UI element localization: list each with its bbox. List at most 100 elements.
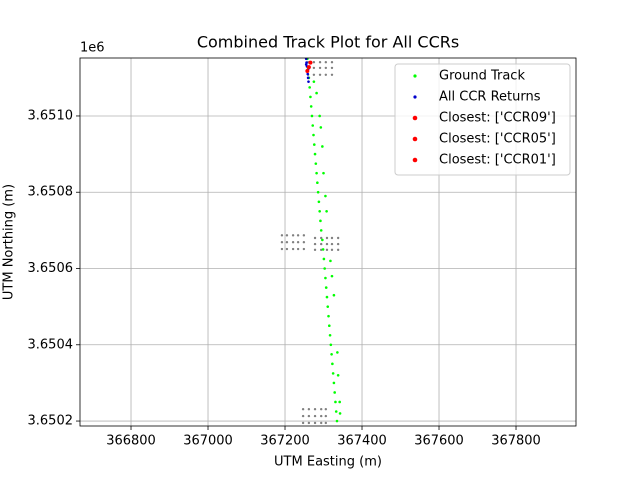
- point: [304, 63, 308, 66]
- point: [330, 236, 334, 240]
- point: [312, 60, 316, 64]
- point: [320, 242, 323, 246]
- point: [330, 66, 334, 70]
- y-tick-label: 3.6504: [28, 337, 74, 352]
- point: [314, 162, 318, 165]
- point: [296, 247, 300, 251]
- point: [336, 242, 340, 246]
- point: [301, 414, 305, 418]
- point: [329, 343, 333, 347]
- point: [324, 408, 328, 411]
- x-tick-label: 367400: [337, 434, 387, 449]
- legend-marker: [412, 136, 418, 142]
- point: [315, 91, 318, 95]
- point: [318, 73, 322, 76]
- legend-box: [394, 63, 571, 176]
- point: [301, 408, 305, 411]
- point: [318, 210, 321, 213]
- point: [319, 229, 323, 232]
- point: [322, 257, 326, 261]
- point: [280, 240, 284, 244]
- point: [285, 234, 289, 237]
- point: [330, 274, 334, 278]
- point: [302, 240, 306, 244]
- point: [325, 236, 329, 240]
- point: [315, 171, 318, 175]
- point: [325, 295, 329, 299]
- chart-title: Combined Track Plot for All CCRs: [197, 33, 459, 52]
- y-tick-label: 3.6508: [28, 185, 74, 200]
- point: [316, 190, 320, 194]
- point: [325, 248, 329, 252]
- point: [311, 124, 315, 127]
- point: [331, 372, 335, 375]
- point: [305, 68, 310, 73]
- x-tick-label: 367600: [414, 434, 464, 449]
- point: [313, 408, 317, 411]
- point: [338, 400, 341, 404]
- x-axis-label: UTM Easting (m): [274, 455, 382, 470]
- point: [324, 421, 328, 425]
- point: [324, 276, 327, 280]
- y-tick-label: 3.6506: [28, 261, 74, 276]
- point: [336, 373, 340, 377]
- point: [336, 248, 340, 252]
- legend-marker: [413, 95, 417, 99]
- point: [318, 114, 321, 118]
- point: [327, 324, 331, 328]
- x-tick-label: 367800: [491, 434, 541, 449]
- point: [317, 200, 321, 204]
- point: [323, 267, 326, 270]
- y-axis-label: UTM Northing (m): [2, 184, 17, 300]
- point: [335, 419, 339, 423]
- legend-label: Closest: ['CCR05']: [439, 132, 556, 147]
- point: [313, 248, 317, 252]
- point: [333, 391, 336, 394]
- plot-area: [280, 58, 342, 425]
- point: [336, 236, 340, 240]
- point: [325, 210, 328, 213]
- legend-marker: [413, 74, 417, 78]
- point: [324, 73, 328, 76]
- point: [324, 60, 328, 64]
- point: [320, 421, 323, 425]
- point: [316, 181, 319, 185]
- point: [307, 80, 310, 83]
- point: [301, 421, 305, 425]
- point: [321, 145, 324, 148]
- point: [312, 80, 316, 83]
- point: [313, 152, 317, 156]
- point: [330, 248, 334, 252]
- point: [330, 73, 334, 76]
- point: [329, 259, 332, 263]
- point: [338, 412, 342, 415]
- legend-label: Ground Track: [439, 69, 525, 84]
- point: [320, 248, 323, 252]
- point: [307, 421, 311, 425]
- point: [334, 410, 338, 413]
- axes-frame: [79, 57, 577, 427]
- point: [307, 408, 311, 411]
- point: [330, 60, 334, 64]
- point: [332, 293, 336, 297]
- point: [302, 247, 306, 251]
- point: [318, 60, 322, 64]
- point: [291, 240, 295, 244]
- point: [319, 219, 322, 223]
- point: [318, 66, 322, 70]
- point: [321, 248, 325, 251]
- point: [285, 247, 289, 251]
- point: [306, 72, 310, 76]
- point: [312, 66, 316, 70]
- point: [313, 414, 317, 418]
- point: [324, 286, 328, 289]
- point: [320, 414, 323, 418]
- y-offset-label: 1e6: [80, 41, 105, 56]
- legend-label: Closest: ['CCR01']: [439, 153, 556, 168]
- point: [327, 314, 330, 318]
- point: [330, 353, 333, 356]
- x-tick-label: 367000: [183, 434, 233, 449]
- x-tick-label: 366800: [106, 434, 156, 449]
- point: [321, 238, 324, 242]
